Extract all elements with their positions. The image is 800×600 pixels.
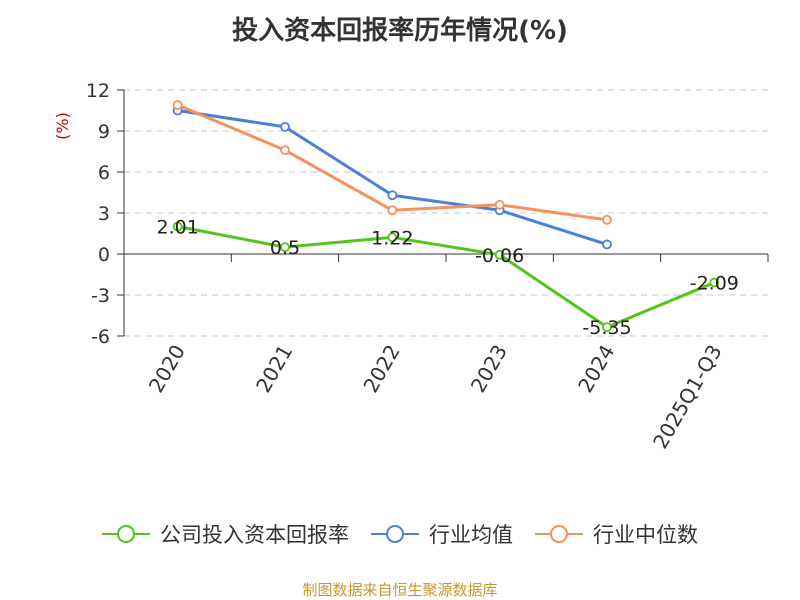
legend-marker-industry-median [535,525,583,543]
x-tick-label: 2023 [466,341,512,397]
legend-marker-industry-mean [371,525,419,543]
legend-item-industry-median[interactable]: 行业中位数 [535,519,698,549]
y-tick-label: 0 [98,244,110,266]
data-label: 2.01 [157,217,199,239]
data-point [387,205,398,216]
legend-label-company: 公司投入资本回报率 [160,523,349,547]
legend-marker-company [102,525,150,543]
legend-label-industry-median: 行业中位数 [593,523,698,547]
x-tick-label: 2024 [573,341,619,397]
series-layer [172,100,720,333]
y-axis-unit-label: (%) [53,112,72,140]
x-tick-label: 2025Q1-Q3 [648,341,727,453]
series-line [177,103,608,222]
label-layer: 2.01 0.5 1.22 -0.06 -5.35 -2.09 [157,217,739,340]
data-point [494,199,505,210]
data-point [602,214,612,225]
data-point [709,277,720,288]
data-label: -5.35 [582,317,631,339]
data-point [280,145,290,156]
legend-label-industry-mean: 行业均值 [429,523,513,547]
data-point [602,322,612,333]
y-tick-label: 12 [86,80,110,102]
data-label: -2.09 [690,273,739,295]
data-point [387,232,398,243]
data-point [602,239,612,250]
data-point [280,122,290,132]
data-point [172,100,183,110]
axis-layer: 12 9 6 3 0 -3 -6 (%) 2020 2021 2022 2023 2024 2025Q1-… [53,80,769,453]
y-tick-label: -6 [91,326,110,348]
series-line [177,225,715,329]
x-tick-label: 2020 [144,341,190,397]
data-point [280,242,290,253]
x-tick-label: 2021 [251,341,297,397]
y-tick-label: -3 [91,285,110,307]
data-point [387,190,398,201]
data-point [172,221,183,232]
y-tick-label: 9 [98,121,110,143]
data-label: 0.5 [270,237,300,259]
data-label: 1.22 [371,227,413,249]
legend-item-industry-mean[interactable]: 行业均值 [371,519,513,549]
legend: 公司投入资本回报率 行业均值 行业中位数 [0,519,800,549]
grid-layer [124,89,768,337]
x-tick-label: 2022 [358,341,404,397]
data-point [494,249,505,260]
y-tick-label: 3 [98,203,110,225]
data-source-note: 制图数据来自恒生聚源数据库 [302,581,498,599]
chart-title: 投入资本回报率历年情况(%) [232,16,568,46]
legend-item-company[interactable]: 公司投入资本回报率 [102,519,349,549]
data-label: -0.06 [475,245,524,267]
y-tick-label: 6 [98,162,110,184]
